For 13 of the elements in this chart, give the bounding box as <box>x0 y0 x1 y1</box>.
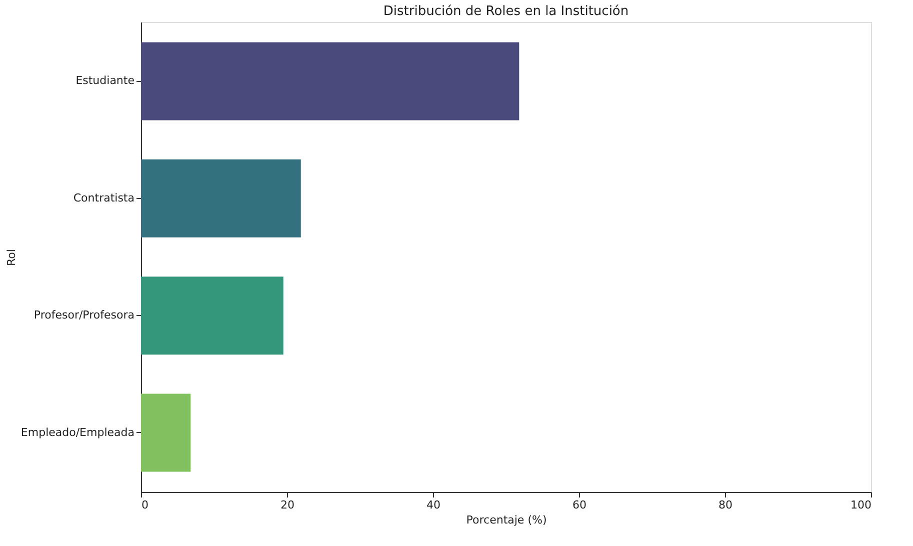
x-axis-title: Porcentaje (%) <box>466 514 547 526</box>
y-tick-label: Empleado/Empleada <box>20 426 134 439</box>
y-tick-label: Contratista <box>73 191 134 204</box>
y-tick-label: Profesor/Profesora <box>34 308 134 322</box>
y-axis-title: Rol <box>4 249 18 266</box>
x-tick-label: 100 <box>850 498 872 512</box>
y-tick-label: Estudiante <box>76 74 135 88</box>
x-tick-label: 40 <box>426 498 440 512</box>
x-tick-label: 80 <box>718 498 732 512</box>
chart-title: Distribución de Roles en la Institución <box>383 4 629 19</box>
x-tick-label: 20 <box>280 498 294 512</box>
x-tick-label: 60 <box>572 498 586 512</box>
x-tick-label: 0 <box>142 498 148 512</box>
